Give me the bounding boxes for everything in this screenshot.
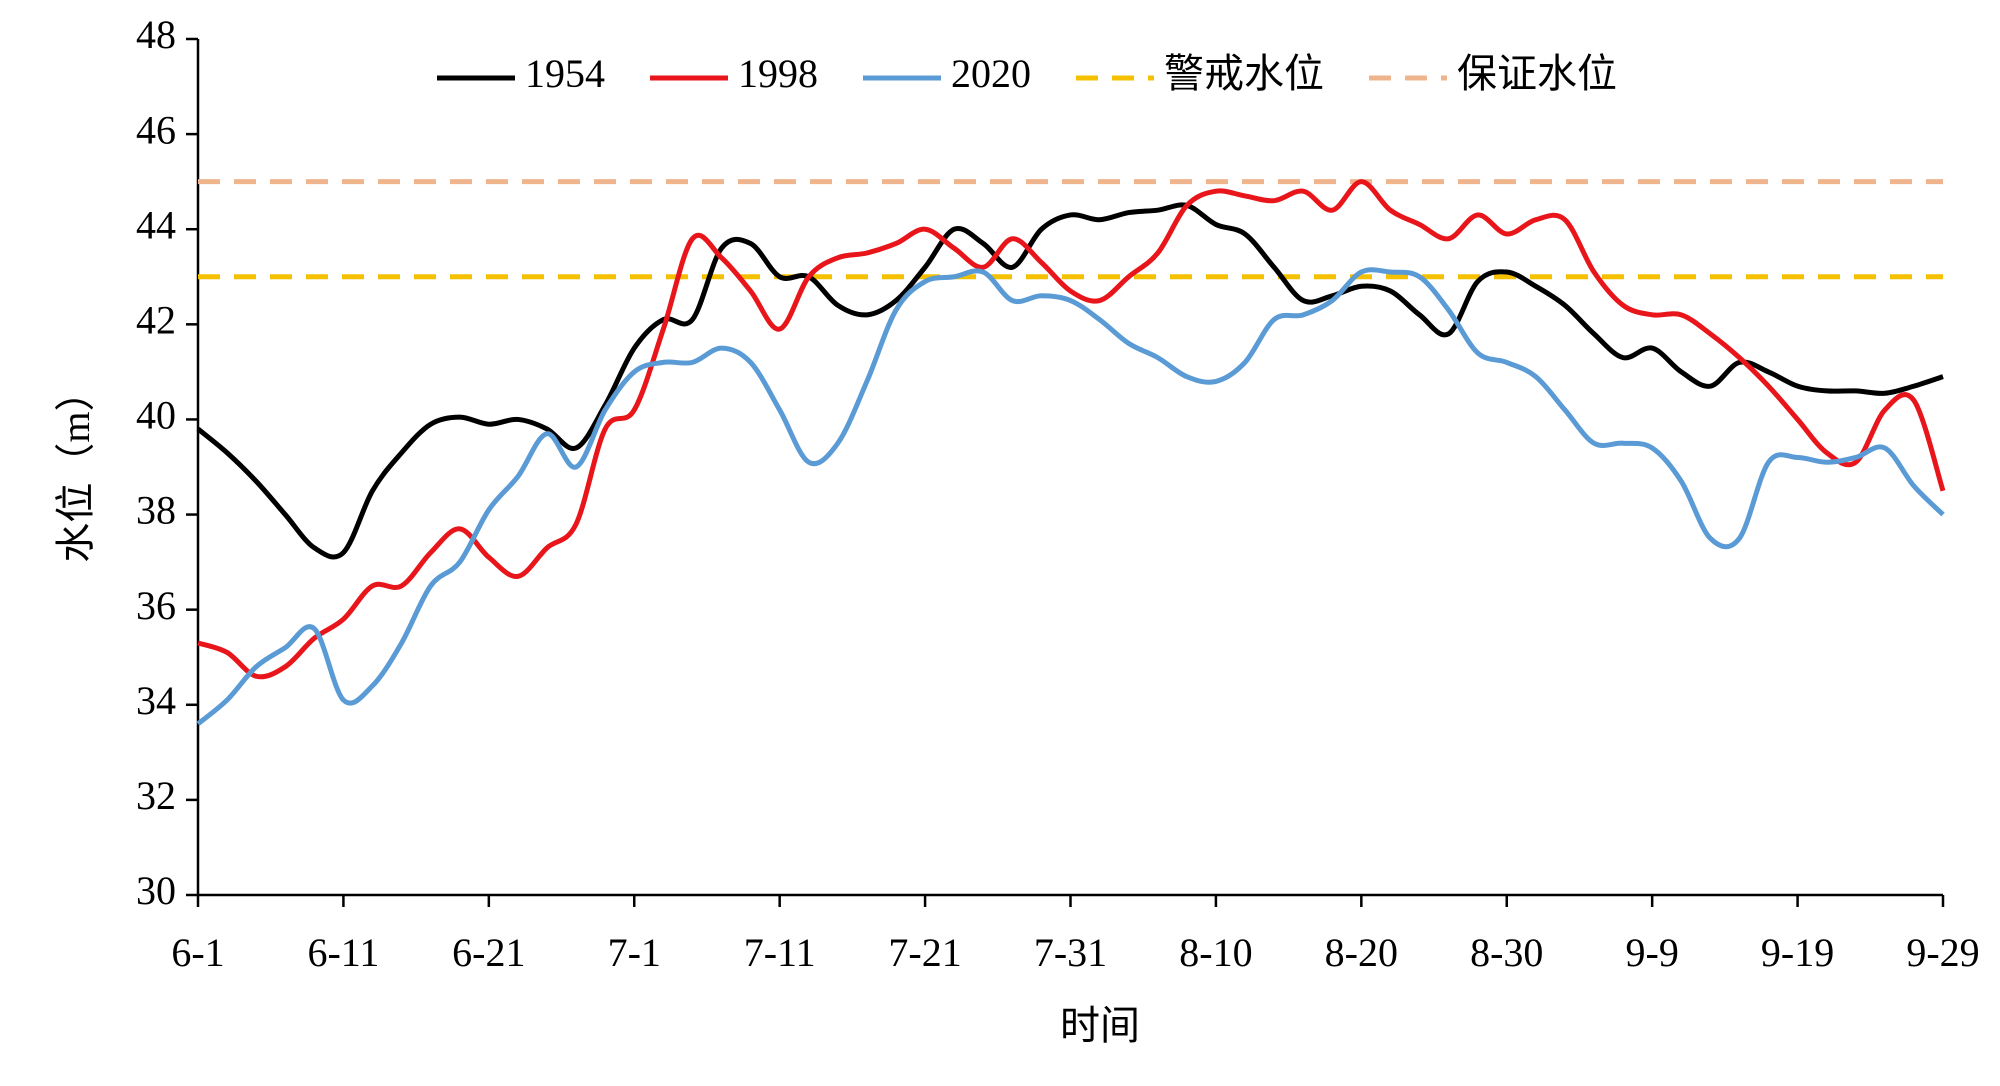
legend-label: 1998 bbox=[738, 51, 818, 96]
y-tick-label: 32 bbox=[136, 773, 176, 818]
y-tick-label: 46 bbox=[136, 107, 176, 152]
legend-label: 1954 bbox=[525, 51, 605, 96]
x-tick-label: 7-11 bbox=[744, 930, 816, 975]
x-tick-label: 8-10 bbox=[1179, 930, 1252, 975]
x-tick-label: 7-1 bbox=[608, 930, 661, 975]
x-tick-label: 6-21 bbox=[452, 930, 525, 975]
y-axis-title: 水位（m） bbox=[53, 371, 98, 562]
x-axis-title: 时间 bbox=[1060, 1003, 1140, 1048]
x-tick-label: 8-20 bbox=[1325, 930, 1398, 975]
x-tick-label: 8-30 bbox=[1470, 930, 1543, 975]
legend-label: 2020 bbox=[951, 51, 1031, 96]
x-tick-label: 9-19 bbox=[1761, 930, 1834, 975]
series-line bbox=[197, 179, 1946, 680]
x-tick-label: 6-11 bbox=[307, 930, 379, 975]
y-tick-label: 48 bbox=[136, 12, 176, 57]
legend-label: 保证水位 bbox=[1457, 51, 1617, 96]
x-tick-label: 9-29 bbox=[1906, 930, 1979, 975]
y-tick-label: 42 bbox=[136, 298, 176, 343]
y-tick-label: 40 bbox=[136, 393, 176, 438]
x-tick-label: 9-9 bbox=[1626, 930, 1679, 975]
x-tick-label: 7-21 bbox=[888, 930, 961, 975]
y-tick-label: 44 bbox=[136, 202, 176, 247]
legend-label: 警戒水位 bbox=[1164, 51, 1324, 96]
y-tick-label: 36 bbox=[136, 583, 176, 628]
series-line bbox=[196, 202, 1944, 560]
y-tick-label: 34 bbox=[136, 678, 176, 723]
y-tick-label: 38 bbox=[136, 488, 176, 533]
y-tick-label: 30 bbox=[136, 868, 176, 913]
x-tick-label: 6-1 bbox=[171, 930, 224, 975]
series-line bbox=[196, 267, 1945, 726]
x-tick-label: 7-31 bbox=[1034, 930, 1107, 975]
